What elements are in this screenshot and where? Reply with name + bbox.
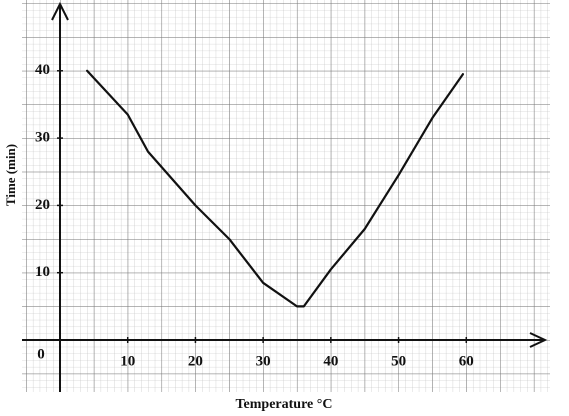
x-tick-label: 40	[323, 353, 338, 369]
x-tick-label: 60	[459, 353, 474, 369]
y-tick-label: 20	[35, 197, 50, 213]
x-tick-label: 30	[256, 353, 271, 369]
x-axis-arrow	[529, 332, 548, 348]
y-tick-label: 30	[35, 130, 50, 146]
y-tick-label: 10	[35, 264, 50, 280]
x-tick-label: 20	[188, 353, 203, 369]
graph-paper-major	[22, 0, 550, 392]
x-axis-title: Temperature °C	[236, 397, 333, 412]
y-axis-title: Time (min)	[3, 144, 18, 206]
x-tick-label: 50	[391, 353, 406, 369]
y-tick-label: 40	[35, 62, 50, 78]
x-tick-label: 10	[120, 353, 135, 369]
origin-label: 0	[37, 346, 45, 362]
data-line	[85, 69, 464, 308]
y-axis-arrow	[51, 1, 69, 21]
